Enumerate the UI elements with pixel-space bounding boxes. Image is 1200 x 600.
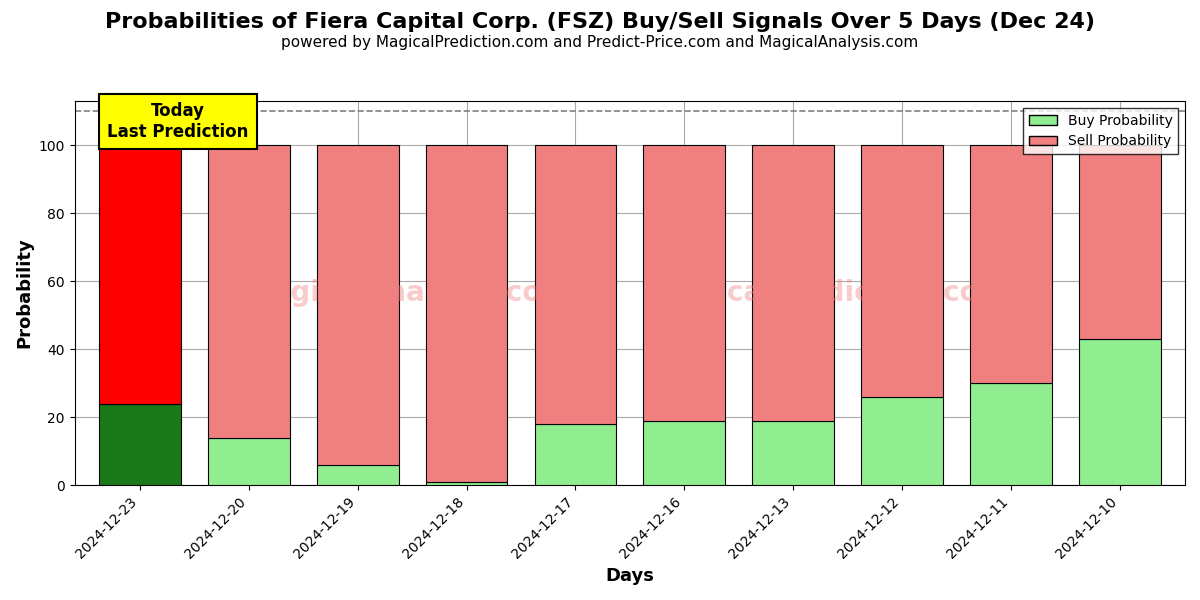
Bar <box>643 421 725 485</box>
Bar <box>752 421 834 485</box>
Legend: Buy Probability, Sell Probability: Buy Probability, Sell Probability <box>1024 108 1178 154</box>
Bar <box>534 424 617 485</box>
Bar <box>100 404 181 485</box>
Bar <box>426 482 508 485</box>
Text: powered by MagicalPrediction.com and Predict-Price.com and MagicalAnalysis.com: powered by MagicalPrediction.com and Pre… <box>281 35 919 50</box>
Bar <box>862 145 943 397</box>
Text: Today
Last Prediction: Today Last Prediction <box>107 102 248 141</box>
Bar <box>208 437 289 485</box>
Bar <box>426 145 508 482</box>
Bar <box>970 145 1051 383</box>
Bar <box>862 397 943 485</box>
Bar <box>208 145 289 437</box>
Bar <box>643 145 725 421</box>
Text: MagicalAnalysis.com: MagicalAnalysis.com <box>245 279 571 307</box>
Bar <box>1079 145 1160 339</box>
Bar <box>1079 339 1160 485</box>
Y-axis label: Probability: Probability <box>16 238 34 349</box>
X-axis label: Days: Days <box>605 567 654 585</box>
Bar <box>752 145 834 421</box>
Bar <box>317 145 398 465</box>
Text: MagicalPrediction.com: MagicalPrediction.com <box>652 279 1008 307</box>
Bar <box>100 145 181 404</box>
Text: Probabilities of Fiera Capital Corp. (FSZ) Buy/Sell Signals Over 5 Days (Dec 24): Probabilities of Fiera Capital Corp. (FS… <box>106 12 1096 32</box>
Bar <box>534 145 617 424</box>
Bar <box>970 383 1051 485</box>
Bar <box>317 465 398 485</box>
